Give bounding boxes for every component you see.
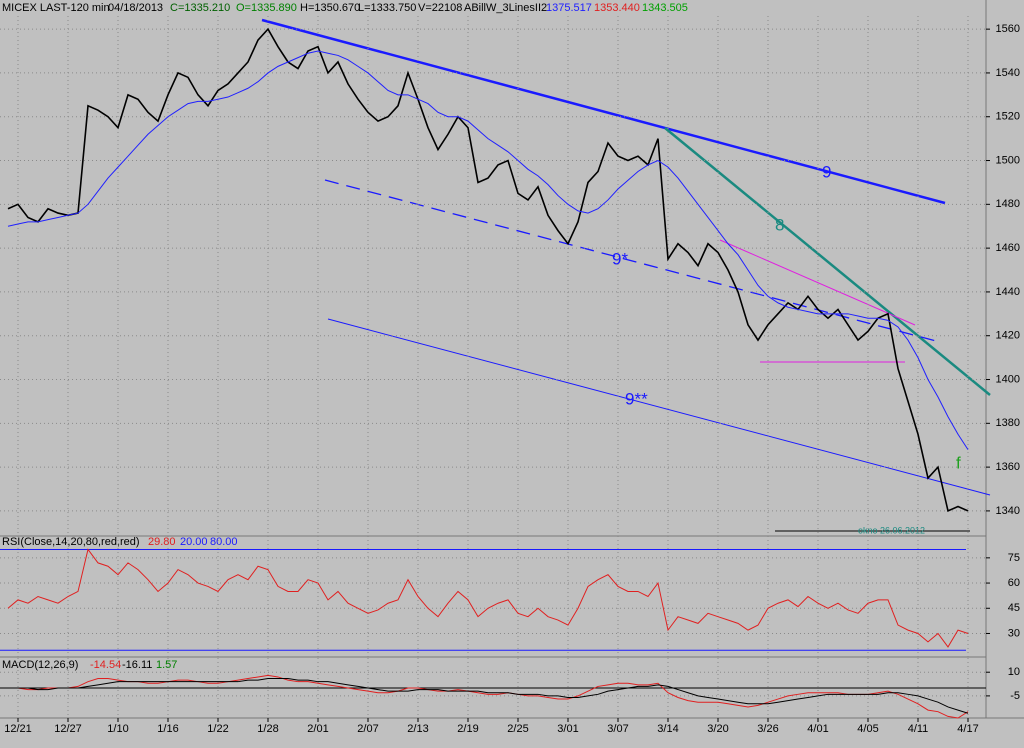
readout: -14.54 [90,659,121,671]
indicator-value: 1353.440 [594,2,640,14]
annotation: okno 26.06.2012 [858,525,925,535]
x-tick-label: 3/26 [757,723,778,735]
y-tick-label: 1400 [996,373,1020,385]
annotation: 9 [822,162,831,181]
trendline [261,18,946,205]
annotation: 9** [625,389,648,408]
readout: 1.57 [156,659,177,671]
readout: -16.11 [122,659,152,671]
x-tick-label: 4/05 [857,723,878,735]
x-tick-label: 4/17 [957,723,978,735]
y-tick-label: 30 [1008,627,1020,639]
y-tick-label: 1380 [996,417,1020,429]
x-tick-label: 2/01 [307,723,328,735]
series-line [7,27,969,513]
x-tick-label: 3/20 [707,723,728,735]
x-tick-label: 12/27 [54,723,82,735]
y-tick-label: 1360 [996,461,1020,473]
trendline [327,318,991,496]
y-tick-label: -5 [1010,690,1020,702]
x-tick-label: 12/21 [4,723,32,735]
x-tick-label: 4/11 [908,723,929,735]
x-tick-label: 3/14 [657,723,678,735]
y-tick-label: 1560 [996,23,1020,35]
y-tick-label: 1480 [996,198,1020,210]
series-line [8,678,969,714]
annotation: f [956,453,961,472]
trendline [324,179,941,343]
open: O=1335.890 [236,2,297,14]
y-tick-label: 1500 [996,154,1020,166]
indicator-value: 1343.505 [642,2,688,14]
indicator: ABillW_3LinesII2 [464,2,547,14]
y-tick-label: 1420 [996,330,1020,342]
x-tick-label: 2/25 [507,723,528,735]
trendlines: 9 8 9* 9** f okno 26.06.2012 [261,18,991,535]
y-tick-label: 75 [1008,552,1020,564]
y-tick-label: 60 [1008,577,1020,589]
readout: 20.00 [180,536,208,548]
trendline [719,239,916,326]
x-tick-label: 4/01 [807,723,828,735]
date: 04/18/2013 [108,2,163,14]
x-tick-label: 1/10 [107,723,128,735]
y-tick-label: 1460 [996,242,1020,254]
symbol: MICEX LAST-120 min [2,2,110,14]
panel-title: MACD(12,26,9) [2,659,78,671]
annotation: 8 [775,215,784,234]
volume: V=22108 [418,2,462,14]
series-line [7,548,969,648]
high: H=1350.670 [300,2,360,14]
y-tick-label: 1440 [996,286,1020,298]
x-tick-label: 2/07 [357,723,378,735]
y-tick-label: 1520 [996,111,1020,123]
y-tick-label: 45 [1008,602,1020,614]
readout: 80.00 [210,536,238,548]
trendline [664,127,991,396]
x-tick-label: 3/01 [557,723,578,735]
low: L=1333.750 [358,2,416,14]
x-tick-label: 2/13 [407,723,428,735]
annotation: 9* [612,249,628,268]
x-tick-label: 1/16 [157,723,178,735]
panel-title: RSI(Close,14,20,80,red,red) [2,536,140,548]
readout: 29.80 [148,536,176,548]
grid [0,16,986,718]
x-tick-label: 1/22 [207,723,228,735]
y-tick-label: 10 [1008,666,1020,678]
close: C=1335.210 [170,2,230,14]
y-tick-label: 1340 [996,505,1020,517]
header: MICEX LAST-120 min 04/18/2013 C=1335.210… [2,2,688,14]
y-tick-label: 1540 [996,67,1020,79]
series-line [7,50,969,450]
indicator-value: 1375.517 [546,2,592,14]
x-tick-label: 1/28 [257,723,278,735]
x-tick-label: 2/19 [457,723,478,735]
x-tick-label: 3/07 [607,723,628,735]
